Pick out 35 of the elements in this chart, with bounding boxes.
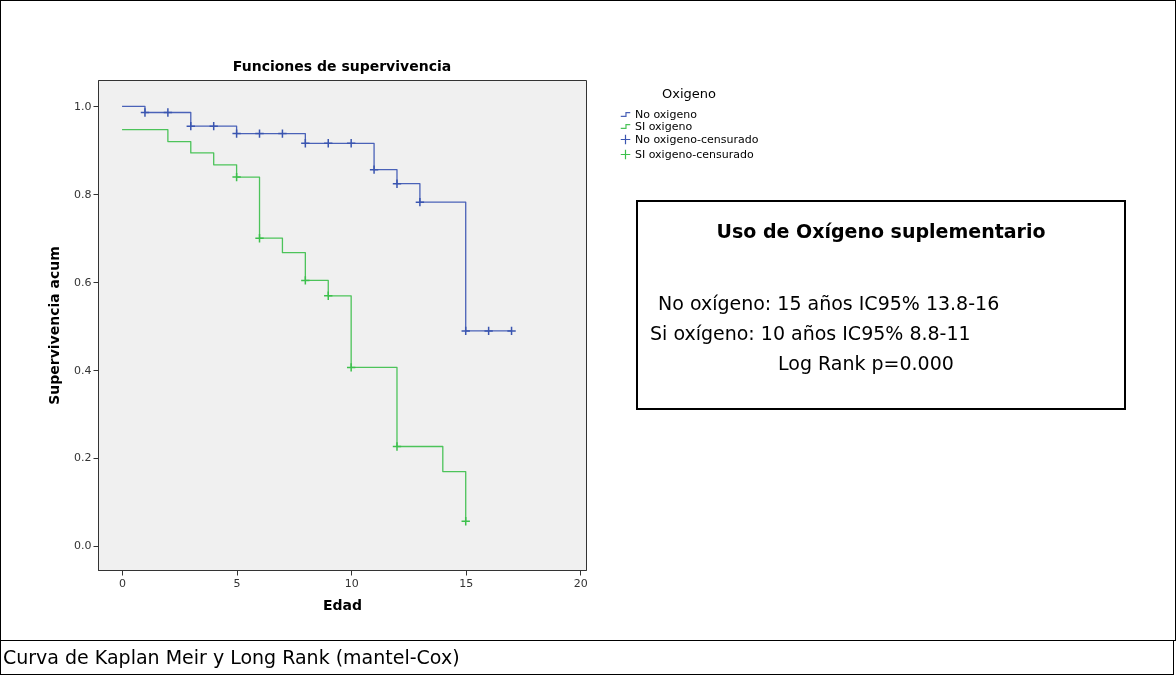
x-tick-label: 0 xyxy=(119,576,127,590)
legend-label: SI oxigeno xyxy=(635,119,693,133)
point xyxy=(140,107,150,118)
legend-label: SI oxigeno-censurado xyxy=(635,147,755,161)
y-tick-label: 1.0 xyxy=(74,99,92,113)
text: Si oxígeno: 10 años IC95% 8.8-11 xyxy=(650,322,971,344)
point xyxy=(483,326,494,336)
y-tick-label: 0.4 xyxy=(74,363,92,377)
y-axis-title: Supervivencia acum xyxy=(46,246,63,405)
x-axis-title: Edad xyxy=(322,596,363,613)
y-tick-label: 0.6 xyxy=(74,275,92,289)
legend-label: No oxigeno-censurado xyxy=(635,132,759,146)
x-tick-label: 15 xyxy=(459,576,474,590)
y-tick-label: 0.2 xyxy=(74,451,92,465)
point xyxy=(346,362,357,373)
point xyxy=(254,233,265,244)
x-tick-label: 10 xyxy=(344,576,359,590)
point xyxy=(414,197,425,208)
chart-title: Funciones de supervivencia xyxy=(232,58,452,74)
point xyxy=(231,172,242,183)
legend-label: No oxigeno xyxy=(635,107,698,121)
y-tick-label: 0.0 xyxy=(74,539,92,553)
y-tick-label: 0.8 xyxy=(74,187,92,201)
point xyxy=(392,441,402,452)
point xyxy=(185,121,196,132)
text: No oxígeno: 15 años IC95% 13.8-16 xyxy=(658,292,1000,314)
text: Log Rank p=0.000 xyxy=(778,352,954,374)
text: Uso de Oxígeno suplementario xyxy=(715,220,1047,242)
point xyxy=(506,326,517,336)
x-tick-label: 20 xyxy=(573,576,588,590)
point xyxy=(369,164,380,175)
x-tick-label: 5 xyxy=(233,576,241,590)
point xyxy=(162,107,173,118)
text: Curva de Kaplan Meir y Long Rank (mantel-Cox) xyxy=(0,640,1174,675)
legend-title: Oxigeno xyxy=(662,86,717,101)
